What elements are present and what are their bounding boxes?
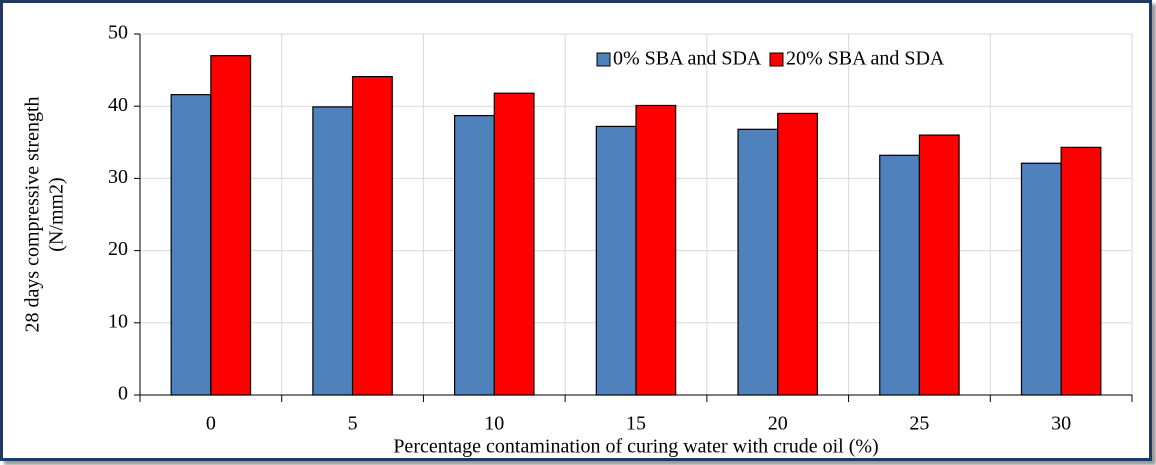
y-tick-label: 20 xyxy=(108,238,128,260)
y-tick-label: 10 xyxy=(108,310,128,332)
bar xyxy=(918,134,960,396)
legend-label: 0% SBA and SDA xyxy=(613,48,762,70)
y-axis-label: 28 days compressive strength xyxy=(22,96,44,332)
bar xyxy=(879,154,921,396)
y-tick-label: 40 xyxy=(108,94,128,116)
bar xyxy=(737,128,779,396)
y-tick-label: 30 xyxy=(108,166,128,188)
x-axis-label: Percentage contamination of curing water… xyxy=(393,436,878,458)
bar xyxy=(1060,146,1102,396)
y-axis-label: (N/mm2) xyxy=(46,177,68,251)
x-tick-label: 5 xyxy=(348,413,358,435)
bar xyxy=(210,55,252,396)
bar xyxy=(454,114,495,396)
y-tick-label: 50 xyxy=(108,22,128,44)
legend-swatch xyxy=(596,52,611,67)
x-tick-label: 20 xyxy=(768,413,788,435)
bar xyxy=(635,104,677,396)
bar xyxy=(493,92,535,396)
x-tick-label: 10 xyxy=(484,413,504,435)
x-tick-label: 15 xyxy=(626,413,646,435)
bar xyxy=(1020,162,1062,396)
y-tick-label: 0 xyxy=(118,383,128,405)
bar xyxy=(595,125,637,396)
x-tick-label: 30 xyxy=(1051,413,1071,435)
bar xyxy=(312,106,354,396)
legend-swatch xyxy=(769,52,784,67)
legend-label: 20% SBA and SDA xyxy=(786,48,945,70)
x-tick-label: 0 xyxy=(206,413,216,435)
bar xyxy=(777,112,818,396)
bar xyxy=(170,94,212,396)
bar xyxy=(351,75,393,396)
x-tick-label: 25 xyxy=(909,413,929,435)
